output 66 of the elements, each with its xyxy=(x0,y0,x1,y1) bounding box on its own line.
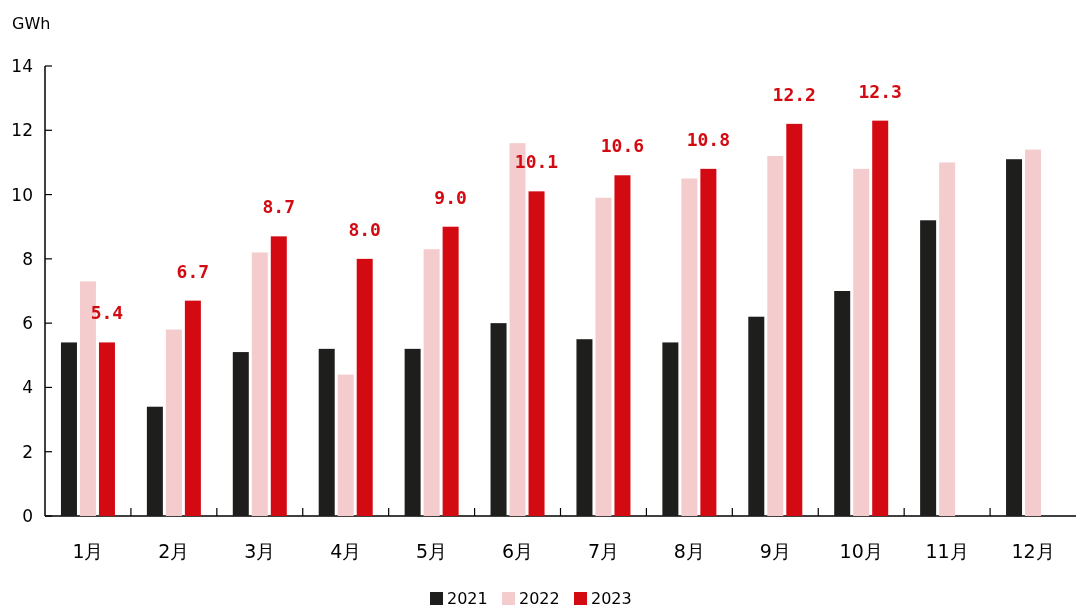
x-tick-label: 11月 xyxy=(925,540,969,562)
bar xyxy=(404,348,421,516)
data-label: 6.7 xyxy=(176,260,210,282)
y-tick-label: 4 xyxy=(22,377,33,398)
x-tick-label: 2月 xyxy=(158,540,190,562)
bar xyxy=(786,123,803,516)
bar xyxy=(528,191,545,516)
x-tick-label: 9月 xyxy=(759,540,791,562)
bar xyxy=(920,220,937,516)
data-label: 10.8 xyxy=(686,128,731,150)
bar xyxy=(1025,149,1042,516)
bar xyxy=(165,329,182,516)
bar xyxy=(251,252,268,516)
bar xyxy=(184,300,201,516)
bar xyxy=(767,156,784,516)
bar xyxy=(318,348,335,516)
bar xyxy=(270,236,287,516)
x-tick-label: 3月 xyxy=(244,540,276,562)
data-label: 9.0 xyxy=(434,186,467,208)
y-tick-label: 10 xyxy=(11,184,33,205)
bar xyxy=(834,291,851,516)
x-tick-label: 10月 xyxy=(839,540,883,562)
bar xyxy=(748,316,765,516)
bar xyxy=(1006,159,1023,516)
x-tick-label: 12月 xyxy=(1011,540,1055,562)
y-tick-label: 8 xyxy=(22,248,33,269)
y-tick-label: 2 xyxy=(22,441,33,462)
legend-label: 2023 xyxy=(591,589,632,608)
x-tick-label: 8月 xyxy=(673,540,705,562)
bar xyxy=(681,178,698,516)
x-tick-label: 5月 xyxy=(416,540,448,562)
bar xyxy=(442,226,459,516)
y-tick-label: 14 xyxy=(11,56,33,76)
bar xyxy=(614,175,631,516)
y-tick-label: 12 xyxy=(11,120,33,141)
y-tick-label: 6 xyxy=(22,313,33,334)
bar xyxy=(595,197,612,516)
data-label: 12.2 xyxy=(772,83,816,105)
bar xyxy=(423,249,440,516)
bar xyxy=(490,323,507,516)
data-label: 10.1 xyxy=(514,151,559,173)
data-label: 5.4 xyxy=(90,302,124,324)
bar xyxy=(700,168,717,516)
bar xyxy=(232,352,249,516)
bar xyxy=(146,406,163,516)
data-label: 10.6 xyxy=(600,135,645,157)
legend-label: 2021 xyxy=(447,589,488,608)
y-axis-title: GWh xyxy=(12,14,51,33)
bar xyxy=(60,342,77,516)
data-label: 12.3 xyxy=(858,80,902,102)
bar xyxy=(853,168,870,516)
bar xyxy=(662,342,679,516)
bar xyxy=(337,374,354,516)
bar xyxy=(576,339,593,516)
y-tick-label: 0 xyxy=(22,506,33,526)
legend-label: 2022 xyxy=(519,589,560,608)
x-tick-label: 1月 xyxy=(72,540,104,562)
bar xyxy=(939,162,956,516)
x-tick-label: 7月 xyxy=(587,540,620,562)
data-label: 8.0 xyxy=(348,218,381,240)
bar xyxy=(98,342,115,516)
bar xyxy=(356,258,373,516)
data-label: 8.7 xyxy=(262,196,296,218)
bar xyxy=(872,120,889,516)
x-tick-label: 4月 xyxy=(330,540,362,562)
x-tick-label: 6月 xyxy=(501,540,534,562)
